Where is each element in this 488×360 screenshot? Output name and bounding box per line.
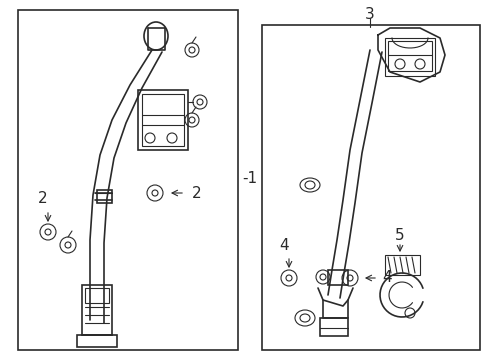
Text: 2: 2 bbox=[38, 190, 47, 206]
Bar bbox=[319, 318, 347, 336]
Bar bbox=[97, 190, 112, 203]
Text: -1: -1 bbox=[242, 171, 257, 185]
Bar bbox=[18, 10, 238, 350]
Bar bbox=[387, 41, 431, 71]
Text: 3: 3 bbox=[365, 6, 374, 22]
Bar bbox=[142, 94, 183, 146]
Text: 2: 2 bbox=[192, 185, 201, 201]
Bar bbox=[384, 38, 434, 76]
Bar bbox=[327, 270, 347, 285]
Text: 4: 4 bbox=[279, 238, 288, 252]
Text: 4: 4 bbox=[381, 270, 391, 285]
Bar bbox=[77, 335, 117, 347]
Bar bbox=[384, 255, 419, 275]
Bar bbox=[262, 25, 479, 350]
Text: 5: 5 bbox=[394, 228, 404, 243]
Bar bbox=[82, 285, 112, 335]
Bar bbox=[85, 288, 109, 303]
Bar bbox=[138, 90, 187, 150]
